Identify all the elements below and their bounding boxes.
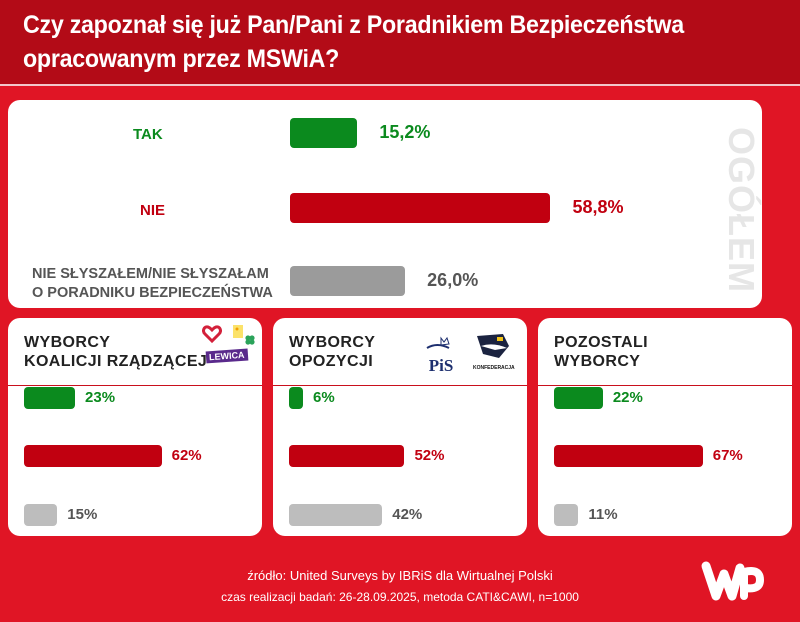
label-unknown-line-2: O PORADNIKU BEZPIECZEŃSTWA (32, 285, 273, 301)
other-voters-card: POZOSTALI WYBORCY 22% 67% 11% (538, 318, 792, 536)
card-title-line-1: POZOSTALI (554, 334, 648, 351)
ko-heart-icon (202, 325, 222, 344)
opposition-voters-card: WYBORCY OPOZYCJI PiS KONFEDERACJA 6% 52% 4… (273, 318, 527, 536)
coalition-voters-card: WYBORCY KOALICJI RZĄDZĄCEJ LEWICA 23% 62%… (8, 318, 262, 536)
label-unknown-line-1: NIE SŁYSZAŁEM/NIE SŁYSZAŁAM (32, 266, 269, 282)
value-label-unknown: 26,0% (427, 270, 479, 290)
value-label-nie: 62% (171, 447, 202, 464)
value-label-nie: 67% (712, 447, 743, 464)
header-divider (0, 84, 800, 86)
card-title: WYBORCY OPOZYCJI (289, 333, 375, 371)
psl-clover-icon (245, 335, 255, 345)
card-title: POZOSTALI WYBORCY (554, 333, 648, 371)
label-nie: NIE (140, 202, 166, 219)
bar-nie (290, 193, 551, 223)
polska-2050-icon (233, 325, 243, 338)
bar-tak (290, 118, 358, 148)
page-title: Czy zapoznał się już Pan/Pani z Poradnik… (23, 8, 739, 76)
value-label-unknown: 42% (392, 506, 423, 523)
bar-nie (289, 445, 405, 467)
value-label-unknown: 15% (67, 506, 98, 523)
bar-unknown (290, 266, 406, 296)
bar-nie (554, 445, 703, 467)
value-label-unknown: 11% (588, 506, 618, 523)
bar-tak (554, 387, 603, 409)
card-title-line-2: OPOZYCJI (289, 353, 374, 370)
lewica-logo: LEWICA (205, 348, 248, 364)
konfederacja-logo: KONFEDERACJA (473, 332, 515, 371)
pis-logo: PiS (423, 336, 459, 374)
card-title-line-1: WYBORCY (24, 334, 111, 351)
bar-tak (289, 387, 303, 409)
title-line-1: Czy zapoznał się już Pan/Pani z Poradnik… (23, 11, 684, 39)
bar-tak (24, 387, 76, 409)
header-band (0, 0, 800, 84)
value-label-nie: 52% (414, 447, 445, 464)
title-line-2: opracowanym przez MSWiA? (23, 45, 340, 73)
card-divider (273, 385, 527, 386)
value-label-tak: 15,2% (379, 122, 431, 142)
value-label-tak: 23% (85, 389, 116, 406)
value-label-tak: 22% (612, 389, 643, 406)
overall-side-label: OGÓŁEM (721, 127, 762, 293)
label-unknown: NIE SŁYSZAŁEM/NIE SŁYSZAŁAM O PORADNIKU … (32, 265, 273, 303)
value-label-tak: 6% (313, 389, 335, 406)
card-divider (538, 385, 792, 386)
konfederacja-eagle-icon (477, 334, 509, 358)
pis-text: PiS (428, 356, 454, 375)
wp-logo-icon (701, 561, 764, 601)
source-text: źródło: United Surveys by IBRiS dla Wirt… (247, 568, 553, 583)
konfederacja-text: KONFEDERACJA (473, 365, 515, 371)
methodology-text: czas realizacji badań: 26-28.09.2025, me… (221, 590, 579, 604)
card-title-line-1: WYBORCY (289, 334, 376, 351)
value-label-nie: 58,8% (572, 197, 624, 217)
bar-unknown (24, 504, 58, 526)
label-tak: TAK (133, 126, 163, 143)
bar-nie (24, 445, 162, 467)
card-title: WYBORCY KOALICJI RZĄDZĄCEJ (24, 333, 207, 371)
bar-unknown (554, 504, 579, 526)
card-title-line-2: WYBORCY (554, 353, 641, 370)
card-title-line-2: KOALICJI RZĄDZĄCEJ (24, 353, 208, 370)
bar-unknown (289, 504, 383, 526)
eagle-crown-icon (426, 336, 450, 349)
overall-chart-card: TAK NIE NIE SŁYSZAŁEM/NIE SŁYSZAŁAM O PO… (8, 100, 762, 308)
card-divider (8, 385, 262, 386)
